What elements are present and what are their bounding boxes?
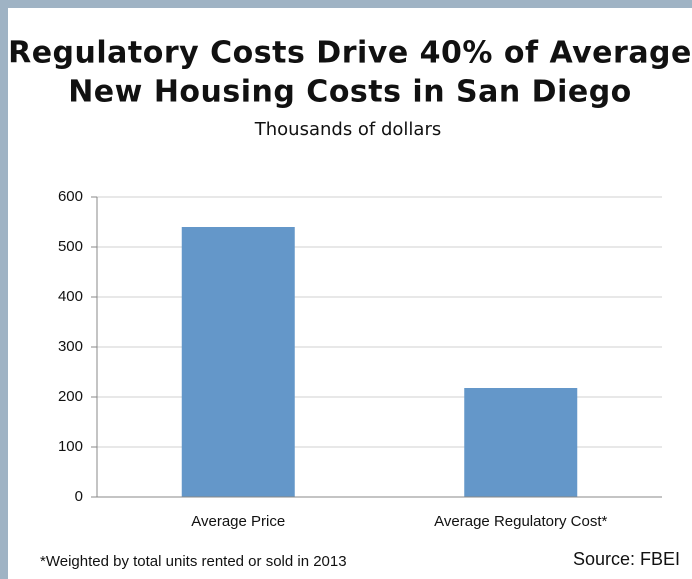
y-tick-label: 500 [58,238,83,255]
x-tick-label: Average Regulatory Cost* [434,513,607,530]
frame-left [0,0,8,579]
y-tick-label: 200 [58,388,83,405]
chart-title: Regulatory Costs Drive 40% of Average [8,36,692,71]
frame-top [0,0,692,8]
y-tick-label: 600 [58,188,83,205]
y-tick-label: 300 [58,338,83,355]
source: Source: FBEI [573,549,680,569]
chart-subtitle: Thousands of dollars [254,119,442,140]
bar [464,388,578,497]
bar [181,227,295,497]
footnote: *Weighted by total units rented or sold … [40,553,347,570]
chart-title: New Housing Costs in San Diego [68,75,632,110]
y-tick-label: 400 [58,288,83,305]
y-tick-label: 100 [58,438,83,455]
x-tick-label: Average Price [191,513,285,530]
y-tick-label: 0 [75,488,83,505]
